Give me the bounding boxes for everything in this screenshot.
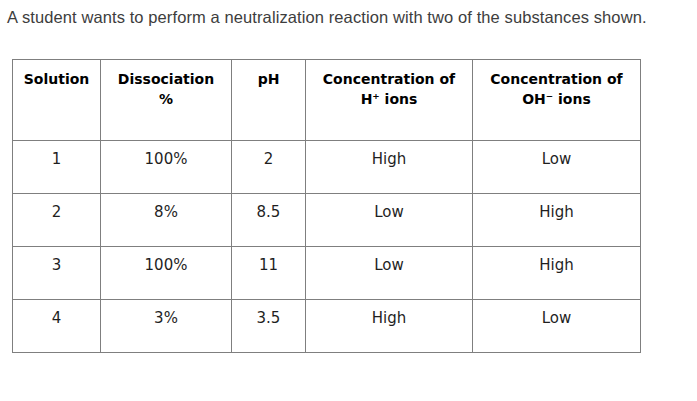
cell-solution: 1 [13,141,101,194]
cell-h-ions: Low [306,194,473,247]
table-row-solution-3: 3 100% 11 Low High [13,247,641,300]
table-row-solution-1: 1 100% 2 High Low [13,141,641,194]
header-oh-ions: Concentration of OH⁻ ions [473,60,641,141]
cell-solution: 2 [13,194,101,247]
cell-h-ions: Low [306,247,473,300]
cell-oh-ions: High [473,194,641,247]
cell-oh-ions: Low [473,300,641,353]
cell-h-ions: High [306,141,473,194]
table-row-solution-2: 2 8% 8.5 Low High [13,194,641,247]
cell-ph: 3.5 [232,300,306,353]
solutions-table: Solution Dissociation % pH Concentration… [12,59,641,353]
cell-oh-ions: Low [473,141,641,194]
cell-dissociation: 100% [101,247,232,300]
cell-ph: 8.5 [232,194,306,247]
cell-h-ions: High [306,300,473,353]
cell-solution: 3 [13,247,101,300]
header-ph: pH [232,60,306,141]
cell-dissociation: 100% [101,141,232,194]
question-text: A student wants to perform a neutralizat… [7,3,697,32]
cell-dissociation: 3% [101,300,232,353]
header-solution: Solution [13,60,101,141]
cell-ph: 11 [232,247,306,300]
cell-ph: 2 [232,141,306,194]
cell-dissociation: 8% [101,194,232,247]
header-dissociation: Dissociation % [101,60,232,141]
table-header-row: Solution Dissociation % pH Concentration… [13,60,641,141]
table-row-solution-4: 4 3% 3.5 High Low [13,300,641,353]
question-page: A student wants to perform a neutralizat… [0,0,697,401]
header-h-ions: Concentration of H⁺ ions [306,60,473,141]
cell-oh-ions: High [473,247,641,300]
cell-solution: 4 [13,300,101,353]
